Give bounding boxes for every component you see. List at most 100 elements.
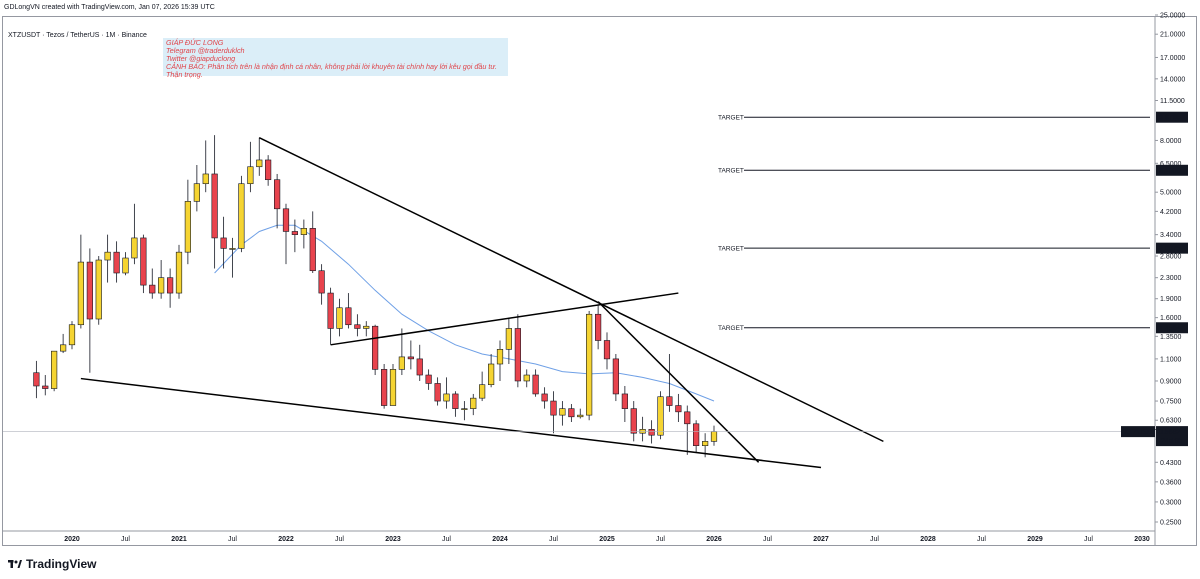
candle-down[interactable] <box>220 237 227 249</box>
price-tick-label: 11.5000 <box>1160 98 1185 105</box>
candle-up[interactable] <box>559 408 566 416</box>
candle-down[interactable] <box>541 393 548 402</box>
candle-down[interactable] <box>211 173 218 239</box>
candle-down[interactable] <box>407 356 414 360</box>
candle-down[interactable] <box>595 313 602 341</box>
candle-up[interactable] <box>122 257 129 274</box>
candle-up[interactable] <box>702 441 709 446</box>
time-tick-month: Jul <box>121 536 130 543</box>
candle-down[interactable] <box>274 179 281 210</box>
current-price-value: 0.5682 <box>1159 429 1181 436</box>
candle-down[interactable] <box>621 393 628 409</box>
candle-down[interactable] <box>603 340 611 360</box>
candle-down[interactable] <box>86 261 93 320</box>
candle-down[interactable] <box>532 374 539 395</box>
candle-up[interactable] <box>488 363 495 386</box>
price-tick-label: 0.6300 <box>1160 418 1182 425</box>
author-note: GIÁP ĐỨC LONG Telegram @traderduklch Twi… <box>163 38 508 79</box>
candle-up[interactable] <box>256 159 263 168</box>
candle-down[interactable] <box>381 369 388 406</box>
brand-name: TradingView <box>26 557 97 571</box>
candle-down[interactable] <box>309 228 316 272</box>
candle-up[interactable] <box>158 277 165 294</box>
candle-up[interactable] <box>68 324 76 346</box>
trendline-upper-wedge[interactable] <box>330 292 679 346</box>
price-tick-label: 8.0000 <box>1160 138 1182 145</box>
candle-down[interactable] <box>33 372 40 387</box>
candle-down[interactable] <box>514 328 521 382</box>
candle-down[interactable] <box>416 358 423 376</box>
candle-up[interactable] <box>60 344 67 352</box>
candle-up[interactable] <box>496 349 504 365</box>
candle-up[interactable] <box>363 325 370 329</box>
candle-up[interactable] <box>336 307 343 329</box>
trendline-steep-resistance[interactable] <box>597 301 760 463</box>
candle-up[interactable] <box>131 237 138 259</box>
candle-up[interactable] <box>398 356 405 370</box>
candle-up[interactable] <box>577 414 584 418</box>
candle-down[interactable] <box>345 307 352 326</box>
candle-down[interactable] <box>372 325 379 370</box>
note-line: Thận trọng. <box>166 70 203 79</box>
candle-up[interactable] <box>104 251 111 261</box>
candle-up[interactable] <box>470 397 477 409</box>
tradingview-brand[interactable]: TradingView <box>8 556 96 572</box>
time-tick-year: 2020 <box>64 536 80 543</box>
candle-up[interactable] <box>229 248 236 250</box>
candle-up[interactable] <box>51 350 58 389</box>
candle-down[interactable] <box>568 408 575 418</box>
candle-down[interactable] <box>648 429 655 436</box>
trendline-support[interactable] <box>80 377 822 469</box>
candle-down[interactable] <box>42 385 49 389</box>
candle-down[interactable] <box>318 270 325 294</box>
candle-up[interactable] <box>639 429 646 434</box>
candle-up[interactable] <box>479 384 486 399</box>
candle-down[interactable] <box>291 231 298 235</box>
candle-up[interactable] <box>586 313 593 416</box>
price-tick-label: 1.1000 <box>1160 356 1182 363</box>
candle-down[interactable] <box>675 405 682 413</box>
candle-down[interactable] <box>666 396 673 406</box>
candle-down[interactable] <box>282 208 290 232</box>
candle-down[interactable] <box>550 400 557 416</box>
candle-up[interactable] <box>657 396 664 436</box>
candle-down[interactable] <box>612 358 619 395</box>
candle-up[interactable] <box>193 183 200 202</box>
candle-up[interactable] <box>202 173 209 185</box>
candle-up[interactable] <box>184 201 191 253</box>
candle-up[interactable] <box>389 369 397 406</box>
candle-down[interactable] <box>684 411 691 425</box>
candle-up[interactable] <box>443 393 450 402</box>
candle-down[interactable] <box>140 237 147 286</box>
candle-up[interactable] <box>505 328 512 350</box>
candle-down[interactable] <box>425 374 432 384</box>
note-line: CẢNH BÁO: Phân tích trên là nhận định cá… <box>166 62 497 71</box>
candle-up[interactable] <box>247 166 254 185</box>
target-label: TARGET <box>718 245 744 252</box>
candle-down[interactable] <box>265 159 272 181</box>
candle-up[interactable] <box>461 408 468 410</box>
candle-up[interactable] <box>710 431 718 442</box>
candle-down[interactable] <box>354 324 361 329</box>
candle-up[interactable] <box>95 259 102 320</box>
candle-up[interactable] <box>175 251 183 294</box>
candle-down[interactable] <box>113 251 120 274</box>
price-tick-label: 0.4300 <box>1160 460 1182 467</box>
candle-down[interactable] <box>630 408 637 434</box>
candle-down[interactable] <box>327 292 334 329</box>
candle-down[interactable] <box>149 284 156 294</box>
candle-down[interactable] <box>167 277 174 294</box>
candle-up[interactable] <box>523 374 530 382</box>
target-price-badge <box>1156 242 1188 254</box>
target-price-value: 6.1009 <box>1159 168 1181 175</box>
candle-down[interactable] <box>693 423 700 446</box>
trendline-resistance[interactable] <box>258 137 884 443</box>
candle-up[interactable] <box>238 183 245 249</box>
candle-down[interactable] <box>452 393 459 409</box>
candle-up[interactable] <box>77 261 84 326</box>
candle-down[interactable] <box>434 383 441 402</box>
candle-up[interactable] <box>300 228 307 235</box>
price-tick-label: 2.3000 <box>1160 275 1182 282</box>
